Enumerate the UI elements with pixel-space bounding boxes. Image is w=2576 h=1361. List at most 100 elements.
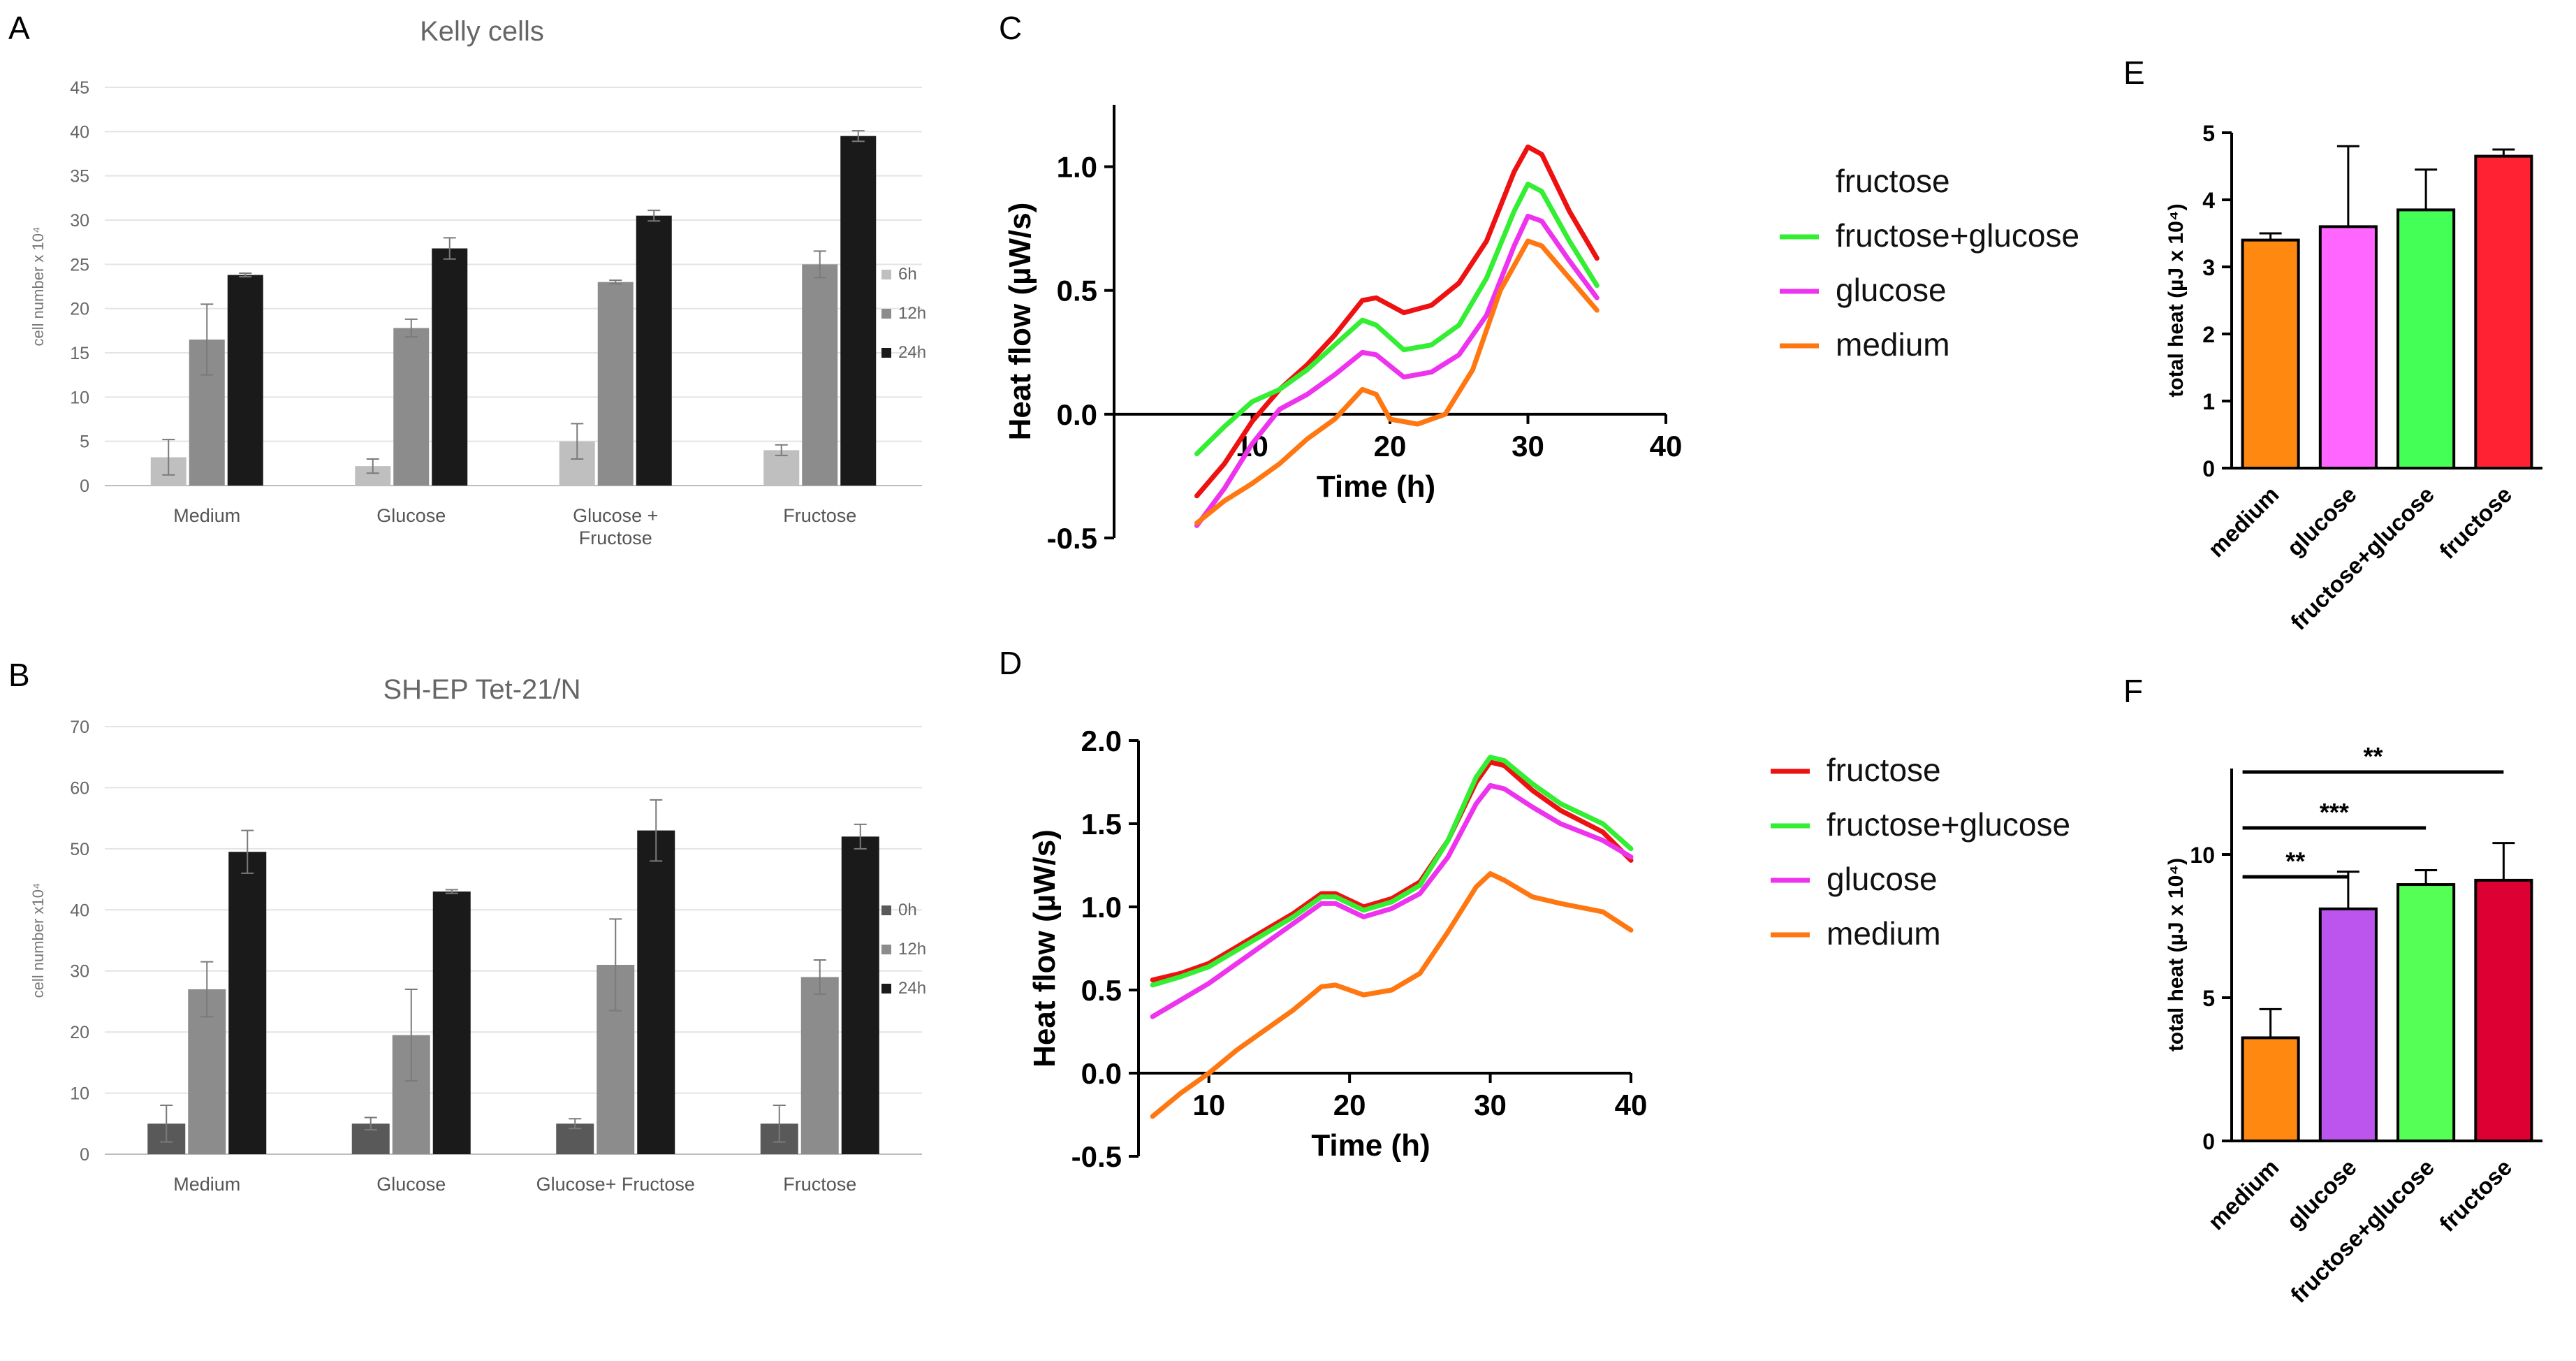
panel-letter: E (2123, 54, 2145, 91)
category-label: Fructose (783, 1174, 856, 1195)
category-label-line: Glucose+ Fructose (536, 1174, 695, 1195)
y-tick-label: 45 (70, 78, 89, 98)
y-tick-label: 5 (80, 432, 89, 452)
legend-swatch-0h (881, 905, 891, 915)
y-tick-label: 4 (2202, 188, 2215, 213)
legend-label: fructose (1827, 752, 1941, 788)
y-axis-label: Heat flow (µW/s) (1027, 829, 1062, 1068)
category-label-line: Medium (173, 505, 240, 526)
x-axis-label: Time (h) (1317, 470, 1435, 504)
chart-title: Kelly cells (420, 16, 544, 47)
y-tick-label: 0.5 (1081, 974, 1122, 1007)
y-tick-label: 15 (70, 344, 89, 363)
legend-label: fructose+glucose (1836, 217, 2079, 254)
bar-glucose (2318, 907, 2378, 1143)
y-tick-label: 40 (70, 122, 89, 142)
y-axis-label: Heat flow (µW/s) (1003, 203, 1037, 441)
y-tick-label: 1.0 (1057, 151, 1097, 184)
category-label: glucose (2281, 1154, 2361, 1234)
category-label-line: Glucose (376, 1174, 446, 1195)
bar-24h-2 (636, 215, 672, 486)
y-tick-label: 40 (70, 901, 89, 920)
chart-title: SH-EP Tet-21/N (383, 674, 580, 705)
category-label: Glucose (376, 1174, 446, 1195)
y-tick-label: 0 (2202, 1129, 2215, 1154)
panel-e: E 0 1 2 3 4 5 total heat (µJ x 10⁴) mediumglucos… (2123, 54, 2542, 635)
legend-swatch-24h (881, 348, 891, 358)
significance-label: ** (2363, 742, 2383, 771)
y-tick-label: 2.0 (1081, 725, 1122, 757)
series-line-fructose+glucose (1150, 755, 1634, 988)
legend-label: glucose (1836, 272, 1947, 308)
y-axis-label: cell number x10⁴ (29, 883, 47, 998)
legend-label: glucose (1827, 861, 1938, 897)
category-label-line: Fructose (579, 527, 652, 548)
x-axis-label: Time (h) (1311, 1128, 1430, 1163)
legend-label: 24h (898, 979, 926, 998)
legend-label: 12h (898, 940, 926, 959)
y-tick-label: 0.5 (1057, 275, 1097, 307)
bar-24h-3 (840, 136, 877, 486)
panel-letter: F (2123, 673, 2143, 709)
series-line-glucose (1150, 783, 1634, 1019)
legend-swatch-12h (881, 309, 891, 319)
y-tick-label: 50 (70, 840, 89, 859)
bar-fructose (2474, 878, 2533, 1143)
bar-medium (2241, 238, 2300, 470)
panel-b: B SH-EP Tet-21/N 0 10 20 30 40 50 60 70 cell numbe… (8, 657, 926, 1195)
panel-letter: B (8, 657, 30, 693)
y-tick-label: 0.0 (1057, 398, 1097, 431)
y-tick-label: 30 (70, 962, 89, 982)
y-tick-label: 60 (70, 778, 89, 798)
legend-label: fructose+glucose (1827, 806, 2070, 843)
series-line-fructose (1194, 144, 1600, 499)
legend-swatch-6h (881, 270, 891, 279)
y-tick-label: -0.5 (1071, 1140, 1122, 1173)
y-tick-label: 0 (2202, 456, 2215, 481)
y-tick-label: 30 (70, 211, 89, 231)
y-tick-label: 5 (2202, 986, 2215, 1011)
category-label-line: Glucose (376, 505, 446, 526)
y-tick-label: -0.5 (1047, 522, 1097, 555)
y-tick-label: 35 (70, 167, 89, 187)
category-label: Glucose (376, 505, 446, 526)
panel-letter: C (999, 10, 1022, 46)
category-label: fructose (2434, 1154, 2517, 1237)
x-tick-label: 20 (1374, 430, 1407, 463)
legend-swatch-24h (881, 984, 891, 994)
category-label: fructose+glucose (2285, 481, 2439, 635)
category-label: fructose (2434, 481, 2517, 564)
category-label-line: Glucose + (573, 505, 658, 526)
legend-label: 6h (898, 265, 917, 284)
category-label: Medium (173, 1174, 240, 1195)
bar-12h-3 (800, 977, 839, 1154)
bar-24h-0 (227, 275, 263, 486)
legend-label: medium (1836, 326, 1950, 363)
y-axis-label: total heat (µJ x 10⁴) (2165, 203, 2188, 397)
x-tick-label: 30 (1474, 1089, 1507, 1121)
x-tick-label: 10 (1192, 1089, 1225, 1121)
category-label-line: Medium (173, 1174, 240, 1195)
bar-glucose (2318, 225, 2378, 470)
bar-fructose (2474, 154, 2533, 470)
category-label: Medium (173, 505, 240, 526)
panel-a: A Kelly cells 0 5 10 15 20 25 30 35 40 45 cell numbe… (8, 10, 926, 548)
category-label: Fructose (783, 505, 856, 526)
bar-fructose+glucose (2396, 208, 2456, 470)
y-tick-label: 5 (2202, 121, 2215, 146)
bar-12h-1 (393, 328, 430, 486)
y-axis-label: cell number x 10⁴ (29, 227, 47, 347)
x-tick-label: 40 (1650, 430, 1683, 463)
legend-label: 12h (898, 304, 926, 323)
category-label: medium (2203, 481, 2284, 562)
y-tick-label: 2 (2202, 322, 2215, 347)
y-tick-label: 1.0 (1081, 891, 1122, 924)
series-line-medium (1194, 238, 1600, 526)
y-tick-label: 0 (80, 476, 89, 496)
y-tick-label: 25 (70, 255, 89, 275)
legend-label: fructose (1836, 163, 1950, 199)
x-tick-label: 30 (1512, 430, 1544, 463)
y-axis-label: total heat (µJ x 10⁴) (2165, 858, 2188, 1051)
series-line-medium (1150, 871, 1634, 1119)
category-label-line: Fructose (783, 505, 856, 526)
